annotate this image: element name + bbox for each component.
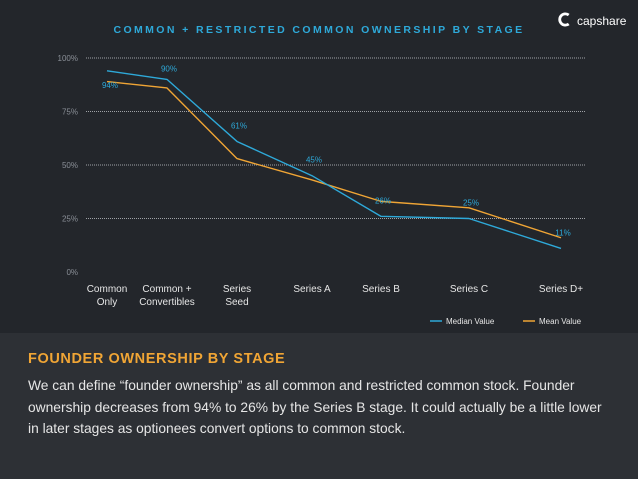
data-label: 90% [161,64,177,73]
data-label: 25% [463,199,479,208]
x-tick-label: Series D+ [539,284,583,295]
section-body: We can define “founder ownership” as all… [28,378,602,436]
median-legend-item: Median Value [446,317,495,326]
x-tick-label: Series B [362,284,400,295]
y-tick-label: 25% [62,215,78,224]
x-tick-label: Common + Convertibles [139,284,195,308]
median-series-line [106,70,562,250]
y-tick-label: 0% [66,268,78,277]
x-tick-label: Series A [293,284,331,295]
y-tick-label: 75% [62,108,78,117]
data-label: 11% [555,228,570,237]
logo-text: capshare [577,14,627,28]
logo: capshare [557,12,626,30]
mean-legend-item: Mean Value [539,317,582,326]
data-label: 61% [231,121,247,130]
x-tick-label: Common Only [87,284,128,308]
mean-series-line [106,80,562,239]
x-tick-label: Series Seed [223,284,251,308]
y-tick-label: 100% [58,54,78,63]
line-chart: 0% 25% 50% 75% 100% Common Only Common + Convert… [58,54,586,326]
data-label: 94% [102,81,118,90]
capshare-logo-icon [557,12,572,30]
data-label: 26% [375,196,391,205]
chart-title: COMMON + RESTRICTED COMMON OWNERSHIP BY … [113,24,525,36]
description-panel: FOUNDER OWNERSHIP BY STAGE We can define… [0,333,638,479]
x-tick-label: Series C [450,284,488,295]
chart-panel: 0% 25% 50% 75% 100% Common Only Common + Convert… [57,12,627,326]
section-title: FOUNDER OWNERSHIP BY STAGE [28,351,286,367]
y-tick-label: 50% [62,161,78,170]
data-label: 45% [306,156,322,165]
